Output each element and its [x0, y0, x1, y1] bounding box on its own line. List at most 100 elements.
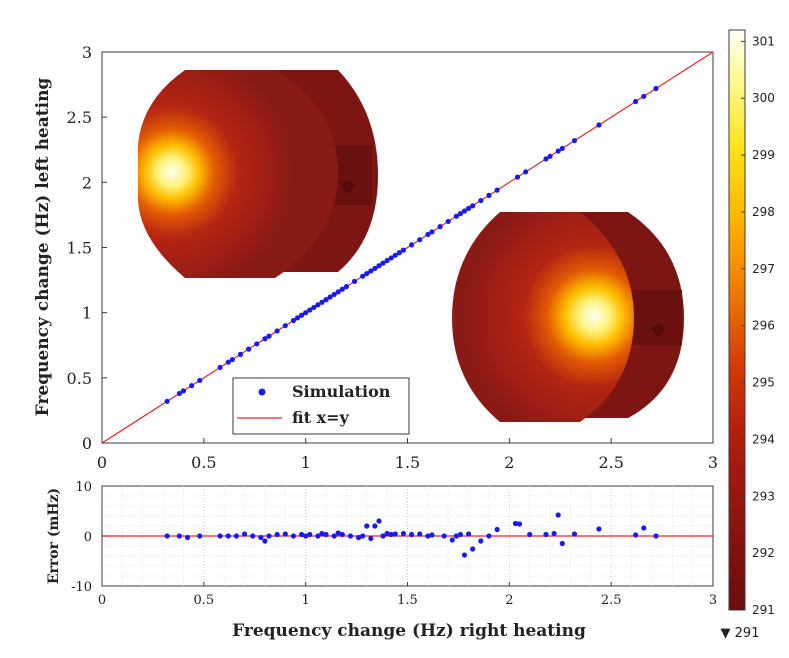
error-point — [368, 535, 374, 542]
simulation-point — [274, 328, 280, 334]
error-point — [527, 531, 533, 538]
top-x-tick-label: 2 — [504, 453, 514, 472]
colorbar-tick-label: 294 — [752, 432, 775, 446]
colorbar-min-note: ▼ 291 — [721, 626, 760, 641]
error-point — [356, 534, 362, 541]
error-point — [307, 531, 313, 538]
top-x-tick-label: 3 — [708, 453, 718, 472]
error-points — [164, 512, 659, 558]
legend-fit-label: fit x=y — [292, 408, 350, 427]
simulation-point — [335, 289, 341, 295]
simulation-point — [653, 85, 659, 92]
simulation-point — [470, 203, 476, 209]
simulation-point — [189, 383, 195, 389]
simulation-point — [457, 211, 464, 217]
error-point — [376, 518, 382, 524]
error-point — [478, 538, 484, 544]
simulation-point — [453, 213, 459, 219]
error-point — [429, 532, 435, 538]
simulation-point — [429, 229, 435, 235]
error-point — [466, 531, 472, 537]
legend-simulation-label: Simulation — [292, 382, 391, 401]
bottom-y-ticks: 10 0 -10 — [71, 480, 106, 595]
legend-box — [232, 377, 410, 435]
simulation-point — [307, 307, 313, 313]
simulation-point — [311, 304, 317, 311]
top-y-tick-label: 2 — [82, 173, 92, 192]
top-y-tick-label: 1.5 — [67, 239, 92, 258]
bottom-x-tick-label: 2 — [505, 593, 513, 608]
colorbar-tick-label: 292 — [752, 546, 775, 560]
simulation-point — [514, 174, 521, 180]
error-point — [225, 533, 231, 539]
error-point — [372, 523, 378, 529]
error-point — [384, 530, 390, 537]
bottom-y-tick-label: -10 — [71, 580, 92, 595]
error-point — [197, 533, 203, 539]
error-point — [364, 523, 370, 529]
error-point — [417, 531, 423, 537]
simulation-point — [262, 336, 268, 342]
simulation-point — [555, 148, 561, 154]
bottom-y-tick-label: 10 — [75, 480, 92, 495]
top-x-ticks: 0 0.5 1 1.5 2 2.5 3 — [97, 438, 718, 472]
error-point — [315, 533, 321, 539]
simulation-point — [384, 257, 390, 264]
simulation-point — [237, 351, 244, 357]
error-point — [512, 520, 519, 527]
simulation-point — [571, 138, 578, 144]
error-point — [449, 537, 455, 543]
simulation-point — [400, 247, 407, 253]
simulation-point — [294, 315, 301, 321]
simulation-point — [445, 218, 451, 225]
top-y-tick-label: 0.5 — [67, 369, 92, 388]
simulation-point — [396, 250, 402, 256]
simulation-point — [364, 270, 370, 277]
bottom-y-tick-label: 0 — [84, 530, 92, 545]
simulation-point — [408, 242, 415, 248]
error-point — [555, 512, 561, 518]
simulation-point — [388, 255, 394, 261]
error-point — [543, 531, 549, 538]
error-point — [331, 533, 337, 539]
simulation-point — [392, 252, 398, 258]
simulation-point — [254, 341, 260, 347]
top-y-tick-label: 3 — [82, 43, 92, 62]
error-point — [486, 533, 492, 539]
colorbar-tick-label: 298 — [752, 205, 775, 219]
error-point — [266, 533, 272, 539]
error-point — [217, 533, 223, 539]
error-point — [425, 533, 431, 539]
simulation-point — [343, 284, 349, 290]
simulation-point — [380, 260, 386, 266]
simulation-point — [559, 145, 565, 152]
error-point — [262, 538, 268, 544]
simulation-point — [494, 187, 500, 193]
bottom-x-tick-label: 3 — [709, 593, 717, 608]
error-point — [323, 531, 329, 538]
colorbar-gradient — [728, 29, 746, 611]
error-point — [241, 531, 248, 537]
bottom-x-tick-label: 0.5 — [193, 593, 214, 608]
simulation-point — [596, 122, 602, 128]
error-point — [596, 526, 602, 532]
bottom-y-axis-label: Error (mHz) — [46, 488, 62, 584]
error-point — [176, 533, 182, 539]
error-point — [298, 531, 305, 538]
bottom-x-tick-label: 1 — [302, 593, 310, 608]
error-point — [319, 530, 325, 537]
error-point — [388, 531, 394, 538]
simulation-point — [303, 310, 309, 316]
simulation-point — [319, 299, 325, 305]
error-point — [516, 521, 523, 527]
colorbar: 301 300 299 298 297 296 295 294 293 292 291 ▼ 291 — [721, 29, 775, 641]
bottom-x-tick-label: 1.5 — [397, 593, 418, 608]
colorbar-tick-label: 300 — [752, 91, 775, 105]
error-point — [571, 531, 578, 537]
simulation-point — [461, 208, 468, 214]
error-point — [380, 533, 386, 539]
colorbar-ticks: 301 300 299 298 297 296 295 294 293 292 291 — [741, 34, 775, 617]
error-point — [335, 530, 341, 536]
error-point — [457, 531, 464, 538]
